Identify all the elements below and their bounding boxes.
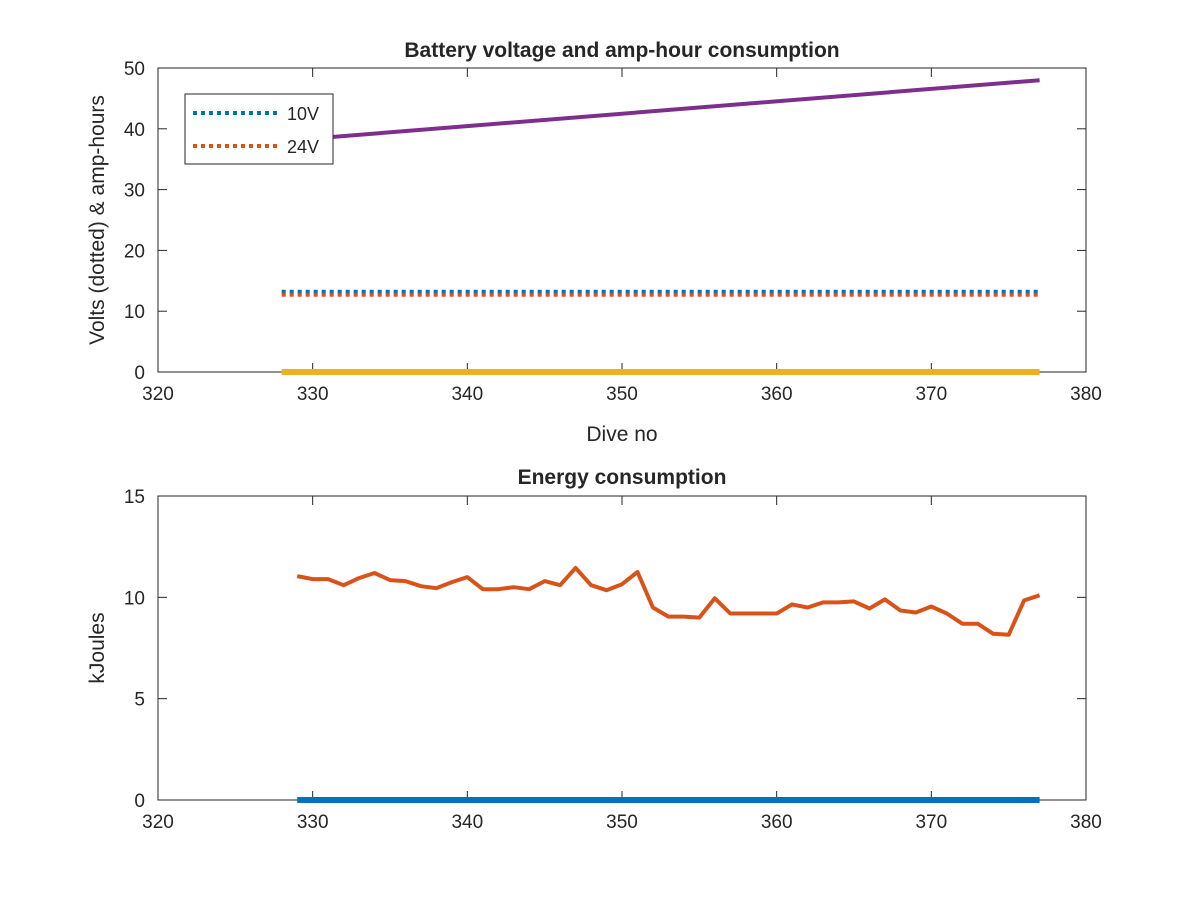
- top-y-axis-label: Volts (dotted) & amp-hours: [86, 95, 109, 345]
- top-x-tick-label: 360: [761, 384, 793, 405]
- top-x-tick-label: 380: [1070, 384, 1102, 405]
- bottom-plot-area: [157, 495, 1087, 801]
- bottom-y-ticks: 0 5 10 15: [124, 487, 1086, 812]
- bottom-y-axis-label: kJoules: [86, 612, 109, 683]
- top-chart-title: Battery voltage and amp-hour consumption: [404, 39, 839, 62]
- top-y-tick-label: 40: [124, 120, 145, 141]
- bottom-x-ticks: 320 330 340 350 360 370 380: [142, 496, 1102, 833]
- bottom-x-tick-label: 370: [915, 812, 947, 833]
- legend-label-24v: 24V: [287, 137, 319, 157]
- bottom-chart-title: Energy consumption: [518, 466, 727, 489]
- bottom-y-tick-label: 5: [134, 690, 145, 711]
- bottom-x-tick-label: 340: [451, 812, 483, 833]
- top-y-tick-label: 50: [124, 59, 145, 80]
- top-y-tick-label: 30: [124, 181, 145, 202]
- top-x-tick-label: 340: [451, 384, 483, 405]
- bottom-series-line-1: [296, 565, 1041, 637]
- bottom-x-tick-label: 330: [297, 812, 329, 833]
- top-x-tick-label: 330: [297, 384, 329, 405]
- top-y-ticks: 0 10 20 30 40 50: [124, 59, 1086, 384]
- bottom-chart: Energy consumption kJoules 320 330 340 350 3…: [86, 466, 1102, 833]
- bottom-y-tick-label: 15: [124, 487, 145, 508]
- legend-label-10v: 10V: [287, 104, 319, 124]
- top-y-tick-label: 20: [124, 241, 145, 262]
- top-x-tick-label: 370: [915, 384, 947, 405]
- legend-box: [184, 93, 334, 165]
- top-x-axis-label: Dive no: [586, 423, 657, 446]
- top-legend: 10V 24V: [184, 93, 334, 165]
- top-x-tick-label: 350: [606, 384, 638, 405]
- top-series-group: [281, 78, 1040, 375]
- bottom-y-tick-label: 10: [124, 588, 145, 609]
- top-series-line-2: [281, 78, 1040, 143]
- top-x-tick-label: 320: [142, 384, 174, 405]
- bottom-x-tick-label: 320: [142, 812, 174, 833]
- bottom-series-group: [296, 565, 1041, 803]
- bottom-y-tick-label: 0: [134, 791, 145, 812]
- bottom-x-tick-label: 380: [1070, 812, 1102, 833]
- top-y-tick-label: 0: [134, 363, 145, 384]
- bottom-x-tick-label: 360: [761, 812, 793, 833]
- top-y-tick-label: 10: [124, 302, 145, 323]
- bottom-x-tick-label: 350: [606, 812, 638, 833]
- top-chart: Battery voltage and amp-hour consumption…: [86, 39, 1102, 446]
